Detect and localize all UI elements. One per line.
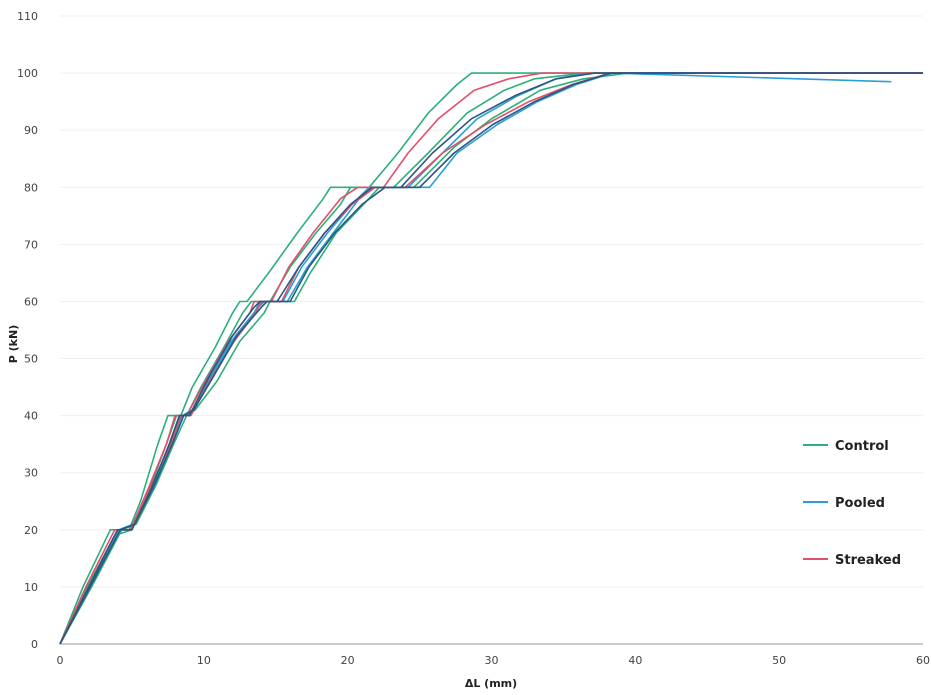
x-tick-label: 20	[341, 654, 355, 667]
y-tick-label: 40	[24, 410, 38, 423]
gridlines	[60, 15, 923, 588]
x-tick-label: 50	[772, 654, 786, 667]
x-tick-labels: 0 10 20 30 40 50 60	[57, 654, 931, 667]
x-tick-label: 0	[57, 654, 64, 667]
y-axis-title: P (kN)	[7, 325, 20, 363]
y-tick-label: 20	[24, 524, 38, 537]
y-tick-label: 90	[24, 124, 38, 137]
y-tick-label: 110	[17, 10, 38, 23]
y-tick-label: 60	[24, 295, 38, 308]
series-line-other	[59, 72, 923, 645]
legend: Control Pooled Streaked	[803, 439, 901, 568]
y-tick-label: 80	[24, 181, 38, 194]
series-line-control	[59, 72, 923, 645]
y-tick-label: 100	[17, 67, 38, 80]
x-tick-label: 60	[916, 654, 930, 667]
legend-label-pooled: Pooled	[835, 496, 885, 511]
x-tick-label: 30	[485, 654, 499, 667]
legend-label-streaked: Streaked	[835, 553, 901, 568]
series-lines	[59, 72, 923, 645]
x-axis-title: ΔL (mm)	[465, 677, 517, 690]
y-tick-label: 70	[24, 238, 38, 251]
y-tick-label: 10	[24, 581, 38, 594]
series-line-other	[59, 72, 923, 645]
y-tick-label: 0	[31, 638, 38, 651]
legend-label-control: Control	[835, 439, 889, 454]
x-tick-label: 10	[197, 654, 211, 667]
y-tick-label: 50	[24, 353, 38, 366]
y-tick-labels: 0 10 20 30 40 50 60 70 80 90 100 110	[17, 10, 38, 651]
y-tick-label: 30	[24, 467, 38, 480]
x-tick-label: 40	[628, 654, 642, 667]
